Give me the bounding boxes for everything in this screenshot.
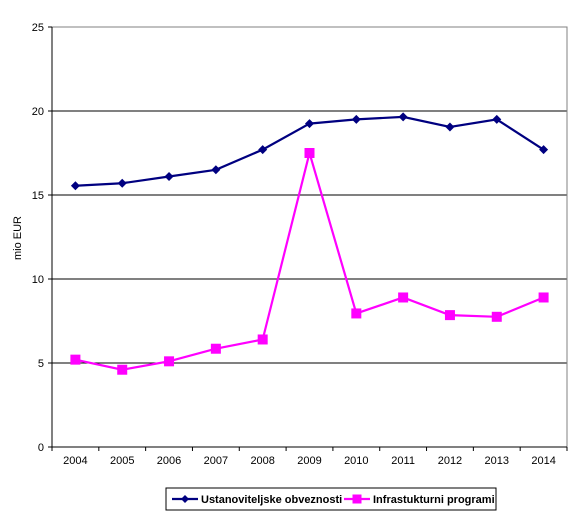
data-point xyxy=(444,310,455,321)
y-tick-labels: 0 5 10 15 20 25 xyxy=(32,22,44,454)
series-1 xyxy=(70,112,549,191)
data-point xyxy=(70,181,80,191)
x-tick-label: 2011 xyxy=(391,455,415,467)
y-tick-label: 0 xyxy=(38,442,44,454)
data-point xyxy=(538,292,549,303)
x-tick-label: 2013 xyxy=(485,455,509,467)
legend: Ustanoviteljske obveznosti Infrastukturni… xyxy=(165,487,497,511)
legend-entry-1: Ustanoviteljske obveznosti xyxy=(172,494,342,506)
x-tick-label: 2005 xyxy=(110,455,134,467)
y-tick-label: 20 xyxy=(32,106,44,118)
legend-box xyxy=(165,487,497,511)
data-point xyxy=(398,292,409,303)
data-point xyxy=(70,354,81,365)
legend-label: Ustanoviteljske obveznosti xyxy=(201,494,342,506)
y-tick-label: 15 xyxy=(32,190,44,202)
data-point xyxy=(210,343,221,354)
legend-marker xyxy=(181,495,189,503)
data-point xyxy=(164,356,175,367)
x-tick-label: 2007 xyxy=(204,455,228,467)
series-2 xyxy=(70,148,549,375)
data-point xyxy=(491,311,502,322)
series-line xyxy=(75,148,545,371)
data-point xyxy=(258,145,268,155)
data-point xyxy=(539,145,549,155)
data-point xyxy=(211,165,221,175)
x-tick-label: 2012 xyxy=(438,455,462,467)
x-tick-label: 2008 xyxy=(250,455,274,467)
x-tick-labels: 2004 2005 2006 2007 2008 2009 2010 2011 2012 2013… xyxy=(63,455,556,467)
gridlines xyxy=(52,26,567,364)
data-point xyxy=(164,172,174,182)
y-tick-label: 10 xyxy=(32,274,44,286)
x-tick-label: 2004 xyxy=(63,455,87,467)
data-point xyxy=(492,114,502,124)
data-point xyxy=(351,114,361,124)
data-point xyxy=(351,308,362,319)
legend-label: Infrastukturni programi xyxy=(373,494,495,506)
data-point xyxy=(117,178,127,188)
x-tick-label: 2009 xyxy=(297,455,321,467)
series-layer xyxy=(70,112,549,375)
x-tick-label: 2014 xyxy=(531,455,555,467)
data-point xyxy=(445,122,455,132)
legend-marker xyxy=(352,494,362,504)
plot-area xyxy=(51,26,568,448)
y-tick-label: 25 xyxy=(32,22,44,34)
data-point xyxy=(117,364,128,375)
data-point xyxy=(304,148,315,158)
data-point xyxy=(305,119,314,129)
y-tick-label: 5 xyxy=(38,358,44,370)
data-point xyxy=(257,334,268,345)
axes xyxy=(48,26,568,451)
y-axis-label: mio EUR xyxy=(12,216,24,260)
data-point xyxy=(398,112,408,122)
x-tick-label: 2006 xyxy=(157,455,181,467)
legend-entry-2: Infrastukturni programi xyxy=(344,494,495,506)
x-tick-label: 2010 xyxy=(344,455,368,467)
